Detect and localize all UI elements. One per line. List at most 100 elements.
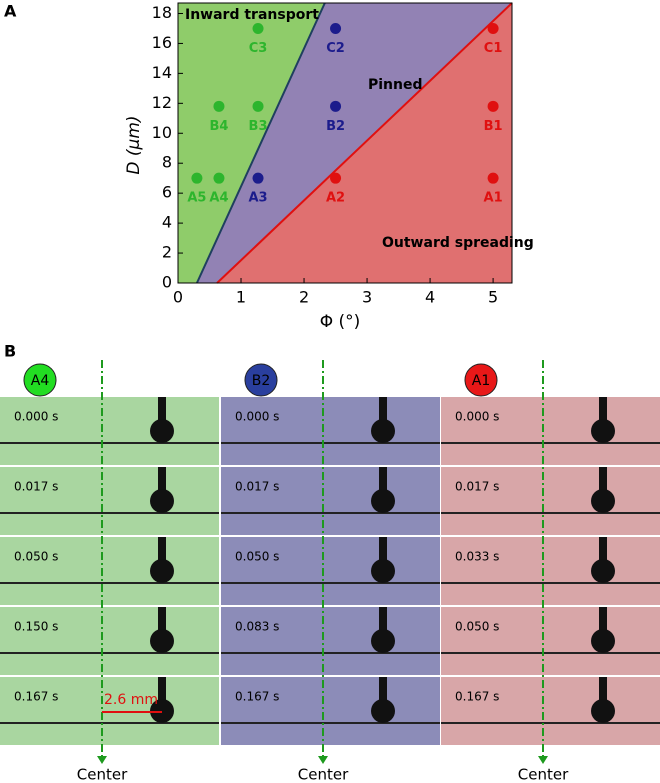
point-label: A1 [484,191,503,206]
droplet [150,489,174,513]
column-label: A4 [31,373,50,389]
frame-time: 0.150 s [14,620,58,634]
nozzle [599,607,607,631]
region-pinned [196,3,513,283]
droplet [150,559,174,583]
frame-image [441,537,660,605]
region-label: Pinned [368,77,423,93]
droplet [371,629,395,653]
point-label: C3 [249,41,268,56]
y-tick-label: 0 [162,273,172,292]
center-label: Center [77,766,128,783]
nozzle [158,397,166,421]
center-arrow [538,756,548,764]
y-tick-label: 16 [152,33,172,52]
frame-time: 0.050 s [455,620,499,634]
y-tick-label: 10 [152,123,172,142]
nozzle [379,607,387,631]
data-point [487,100,499,112]
data-point [330,100,342,112]
data-point [330,22,342,34]
point-label: A2 [326,191,345,206]
plot-frame [177,2,513,284]
point-label: A4 [209,191,228,206]
frame-time: 0.083 s [235,620,279,634]
nozzle [158,677,166,701]
region-label: Inward transport [185,7,319,23]
frame-image [221,467,440,535]
frame-time: 0.000 s [235,410,279,424]
droplet [150,629,174,653]
y-tick-label: 18 [152,3,172,22]
droplet [371,489,395,513]
droplet [591,419,615,443]
frame-time: 0.033 s [455,550,499,564]
y-tick-label: 2 [162,243,172,262]
data-point [252,100,264,112]
nozzle [599,537,607,561]
region-outward [217,3,512,283]
nozzle [599,397,607,421]
droplet [591,489,615,513]
frame-image [441,397,660,465]
frame-image [441,607,660,675]
droplet [591,699,615,723]
frame-image [0,607,219,675]
nozzle [379,467,387,491]
nozzle [599,677,607,701]
point-label: A5 [187,191,206,206]
frame-time: 0.167 s [235,690,279,704]
droplet [591,559,615,583]
frame-time: 0.000 s [14,410,58,424]
column-label: B2 [252,373,271,389]
frame-time: 0.000 s [455,410,499,424]
region-label: Outward spreading [382,235,534,251]
center-arrow [97,756,107,764]
boundary-line [216,2,513,284]
frame-image [221,397,440,465]
droplet [371,419,395,443]
x-axis-label: Φ (°) [320,312,361,332]
data-point [252,172,264,184]
y-tick-label: 4 [162,213,172,232]
nozzle [158,607,166,631]
point-label: A3 [248,191,267,206]
droplet [591,629,615,653]
frame-time: 0.167 s [455,690,499,704]
frame-image [221,677,440,745]
region-inward [178,3,325,283]
x-tick-label: 0 [173,288,183,307]
frame-time: 0.050 s [235,550,279,564]
nozzle [379,397,387,421]
point-label: C2 [326,41,345,56]
nozzle [599,467,607,491]
boundary-line [195,2,326,284]
y-tick-label: 6 [162,183,172,202]
y-axis-label: D (μm) [124,115,144,174]
y-tick-label: 8 [162,153,172,172]
frame-image [221,537,440,605]
droplet [371,699,395,723]
data-point [252,22,264,34]
nozzle [158,467,166,491]
data-point [487,22,499,34]
frame-time: 0.017 s [235,480,279,494]
data-point [487,172,499,184]
frame-image [0,397,219,465]
point-label: B3 [249,119,268,134]
x-tick-label: 1 [236,288,246,307]
frame-time: 0.017 s [455,480,499,494]
column-label: A1 [472,373,490,389]
center-label: Center [298,766,349,783]
x-tick-label: 3 [362,288,372,307]
panel-label: B [4,342,16,361]
data-point [191,172,203,184]
column-badge [244,363,278,397]
x-tick-label: 5 [488,288,498,307]
frame-time: 0.017 s [14,480,58,494]
scale-bar-label: 2.6 mm [104,692,158,708]
data-point [330,172,342,184]
droplet [150,419,174,443]
nozzle [379,537,387,561]
